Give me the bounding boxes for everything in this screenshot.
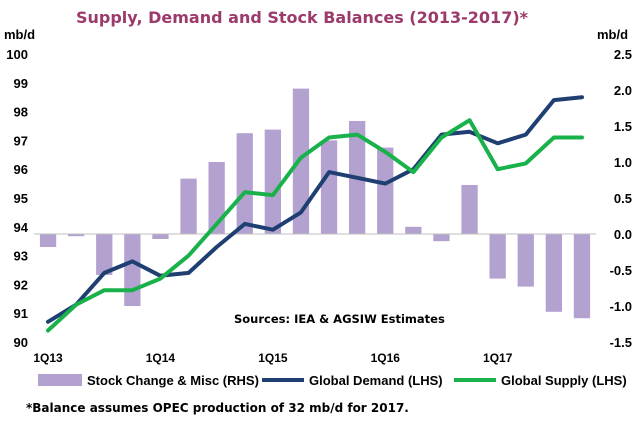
right-tick-label: 2.5 [614, 47, 632, 62]
bar-stock-change-2Q15 [292, 88, 310, 234]
bar-stock-change-1Q17 [489, 234, 506, 279]
bar-stock-change-3Q15 [320, 140, 338, 234]
right-tick-label: 1.5 [614, 119, 632, 134]
legend-label-global-demand: Global Demand (LHS) [309, 373, 443, 388]
x-tick-label: 1Q16 [371, 351, 401, 365]
sources-annotation: Sources: IEA & AGSIW Estimates [234, 312, 445, 326]
left-axis-unit: mb/d [4, 27, 35, 42]
left-tick-label: 92 [14, 277, 28, 292]
right-tick-label: 2.0 [614, 83, 632, 98]
right-tick-label: 1.0 [614, 155, 632, 170]
right-tick-label: 0.0 [614, 227, 632, 242]
right-tick-label: -1.0 [610, 299, 632, 314]
left-tick-label: 94 [14, 220, 29, 235]
bar-stock-change-4Q13 [124, 234, 141, 306]
x-tick-label: 1Q14 [146, 351, 176, 365]
bar-stock-change-3Q13 [96, 234, 113, 275]
footnote: *Balance assumes OPEC production of 32 m… [26, 401, 409, 415]
bar-stock-change-4Q16 [461, 185, 478, 234]
x-axis-ticks: 1Q13 1Q14 1Q15 1Q16 1Q17 [33, 351, 512, 365]
bar-stock-change-4Q17 [573, 234, 591, 319]
left-tick-label: 100 [6, 47, 28, 62]
right-tick-label: -0.5 [610, 263, 632, 278]
bar-stock-change-1Q16 [377, 147, 394, 234]
bar-stock-change-3Q16 [433, 234, 450, 242]
bar-stock-change-3Q14 [208, 162, 225, 234]
right-tick-label: -1.5 [610, 335, 632, 350]
bar-stock-change-3Q17 [545, 234, 562, 312]
right-axis-ticks: 2.5 2.0 1.5 1.0 0.5 0.0 -0.5 -1.0 -1.5 [610, 47, 632, 350]
legend-swatch-stock-change [38, 374, 82, 386]
bar-stock-change-2Q17 [517, 234, 534, 287]
left-tick-label: 91 [14, 306, 28, 321]
chart-title: Supply, Demand and Stock Balances (2013-… [76, 8, 529, 27]
line-global-supply [46, 118, 584, 333]
bar-stock-change-2Q13 [68, 234, 85, 237]
legend: Stock Change & Misc (RHS) Global Demand … [38, 373, 627, 388]
bar-stock-change-2Q14 [180, 178, 197, 234]
bar-stock-change-2Q16 [405, 226, 422, 234]
lines-layer [46, 95, 584, 333]
left-tick-label: 96 [14, 162, 28, 177]
bar-stock-change-1Q13 [39, 234, 57, 247]
bar-stock-change-1Q15 [264, 129, 281, 234]
left-tick-label: 99 [14, 76, 28, 91]
left-tick-label: 98 [14, 105, 28, 120]
right-tick-label: 0.5 [614, 191, 632, 206]
bar-stock-change-4Q14 [236, 133, 253, 234]
x-tick-label: 1Q13 [33, 351, 63, 365]
x-tick-label: 1Q15 [258, 351, 288, 365]
left-axis-ticks: 100 99 98 97 96 95 94 93 92 91 90 [6, 47, 28, 350]
bar-stock-change-1Q14 [152, 234, 169, 239]
left-tick-label: 95 [14, 191, 28, 206]
x-tick-label: 1Q17 [483, 351, 513, 365]
right-axis-unit: mb/d [597, 27, 628, 42]
line-global-demand [46, 95, 584, 324]
legend-label-global-supply: Global Supply (LHS) [501, 373, 627, 388]
left-tick-label: 97 [14, 133, 28, 148]
left-tick-label: 90 [14, 335, 28, 350]
legend-label-stock-change: Stock Change & Misc (RHS) [87, 373, 259, 388]
left-tick-label: 93 [14, 249, 28, 264]
bars-layer [39, 88, 591, 319]
